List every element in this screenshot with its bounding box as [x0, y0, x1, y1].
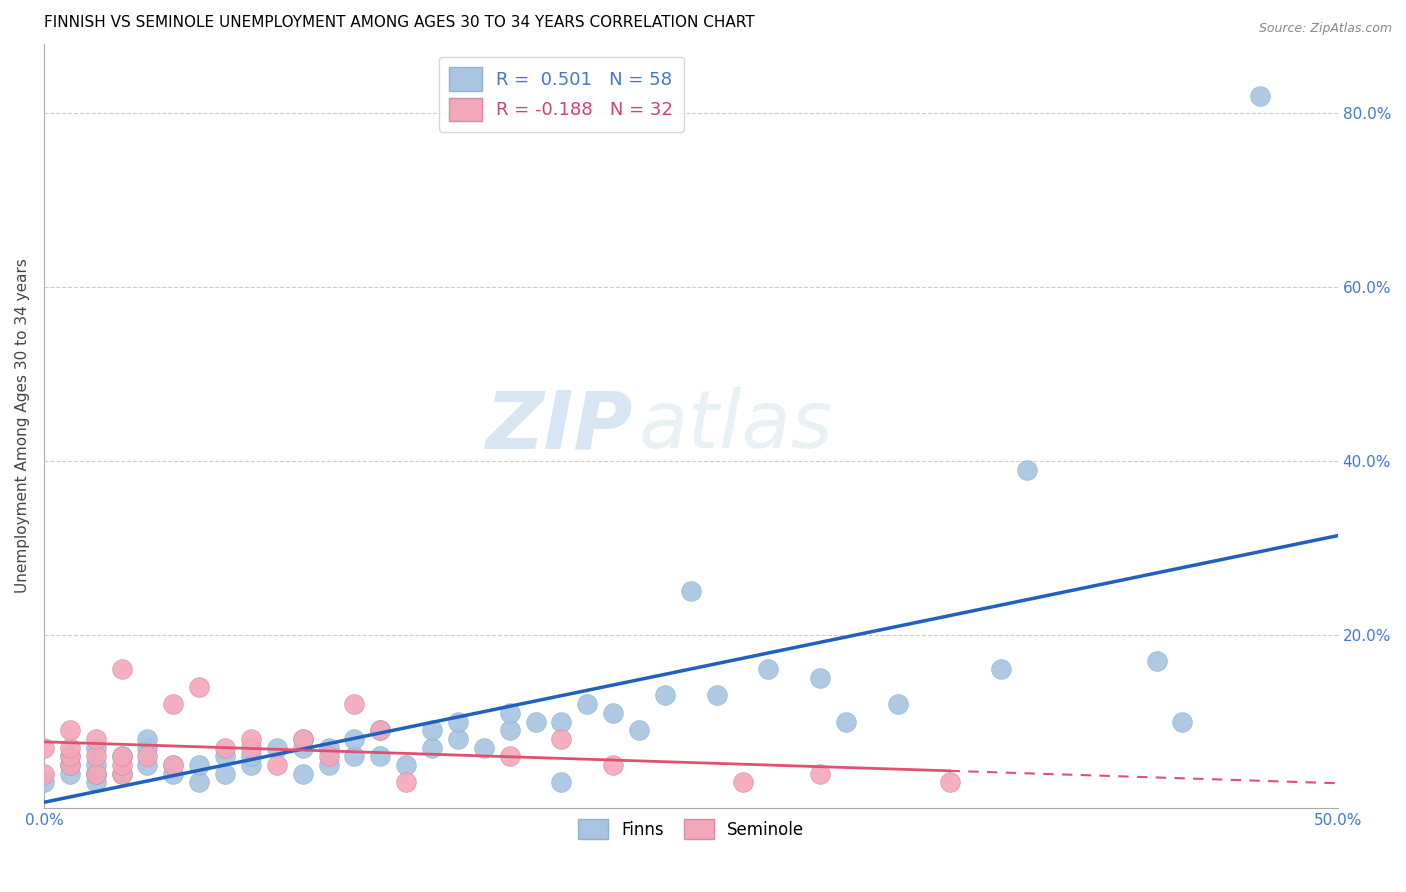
- Point: [110, 766, 132, 780]
- Point: [938, 775, 960, 789]
- Point: [110, 766, 132, 780]
- Point: [550, 775, 572, 789]
- Text: Source: ZipAtlas.com: Source: ZipAtlas.com: [1258, 22, 1392, 36]
- Point: [162, 697, 184, 711]
- Point: [110, 758, 132, 772]
- Point: [498, 749, 520, 764]
- Point: [266, 740, 288, 755]
- Point: [343, 697, 366, 711]
- Point: [110, 749, 132, 764]
- Legend: Finns, Seminole: Finns, Seminole: [571, 813, 811, 846]
- Point: [550, 731, 572, 746]
- Point: [395, 775, 418, 789]
- Point: [420, 740, 443, 755]
- Point: [84, 749, 107, 764]
- Point: [214, 749, 236, 764]
- Point: [291, 740, 314, 755]
- Point: [318, 758, 340, 772]
- Point: [32, 775, 55, 789]
- Point: [162, 758, 184, 772]
- Point: [368, 749, 391, 764]
- Point: [1017, 462, 1039, 476]
- Point: [59, 723, 82, 738]
- Point: [188, 680, 211, 694]
- Point: [602, 758, 624, 772]
- Point: [84, 766, 107, 780]
- Point: [808, 766, 831, 780]
- Point: [420, 723, 443, 738]
- Point: [59, 749, 82, 764]
- Text: ZIP: ZIP: [485, 387, 633, 465]
- Point: [654, 689, 676, 703]
- Point: [758, 662, 780, 676]
- Point: [679, 584, 702, 599]
- Point: [214, 740, 236, 755]
- Point: [59, 749, 82, 764]
- Point: [32, 766, 55, 780]
- Point: [32, 740, 55, 755]
- Point: [59, 758, 82, 772]
- Point: [368, 723, 391, 738]
- Point: [239, 740, 262, 755]
- Point: [318, 740, 340, 755]
- Point: [162, 766, 184, 780]
- Y-axis label: Unemployment Among Ages 30 to 34 years: Unemployment Among Ages 30 to 34 years: [15, 259, 30, 593]
- Point: [214, 766, 236, 780]
- Point: [602, 706, 624, 720]
- Point: [731, 775, 754, 789]
- Text: FINNISH VS SEMINOLE UNEMPLOYMENT AMONG AGES 30 TO 34 YEARS CORRELATION CHART: FINNISH VS SEMINOLE UNEMPLOYMENT AMONG A…: [44, 15, 755, 30]
- Point: [84, 758, 107, 772]
- Point: [887, 697, 910, 711]
- Point: [162, 758, 184, 772]
- Point: [110, 749, 132, 764]
- Point: [136, 740, 159, 755]
- Point: [627, 723, 650, 738]
- Point: [188, 775, 211, 789]
- Point: [368, 723, 391, 738]
- Point: [136, 731, 159, 746]
- Text: atlas: atlas: [638, 387, 834, 465]
- Point: [524, 714, 547, 729]
- Point: [84, 775, 107, 789]
- Point: [576, 697, 599, 711]
- Point: [291, 731, 314, 746]
- Point: [59, 758, 82, 772]
- Point: [395, 758, 418, 772]
- Point: [84, 766, 107, 780]
- Point: [808, 671, 831, 685]
- Point: [343, 731, 366, 746]
- Point: [239, 749, 262, 764]
- Point: [498, 706, 520, 720]
- Point: [291, 766, 314, 780]
- Point: [343, 749, 366, 764]
- Point: [498, 723, 520, 738]
- Point: [447, 714, 470, 729]
- Point: [835, 714, 858, 729]
- Point: [447, 731, 470, 746]
- Point: [1249, 88, 1271, 103]
- Point: [472, 740, 495, 755]
- Point: [291, 731, 314, 746]
- Point: [990, 662, 1012, 676]
- Point: [266, 758, 288, 772]
- Point: [706, 689, 728, 703]
- Point: [188, 758, 211, 772]
- Point: [318, 749, 340, 764]
- Point: [59, 766, 82, 780]
- Point: [1146, 654, 1168, 668]
- Point: [84, 766, 107, 780]
- Point: [239, 758, 262, 772]
- Point: [59, 740, 82, 755]
- Point: [84, 731, 107, 746]
- Point: [110, 662, 132, 676]
- Point: [136, 758, 159, 772]
- Point: [136, 749, 159, 764]
- Point: [550, 714, 572, 729]
- Point: [1171, 714, 1194, 729]
- Point: [239, 731, 262, 746]
- Point: [84, 740, 107, 755]
